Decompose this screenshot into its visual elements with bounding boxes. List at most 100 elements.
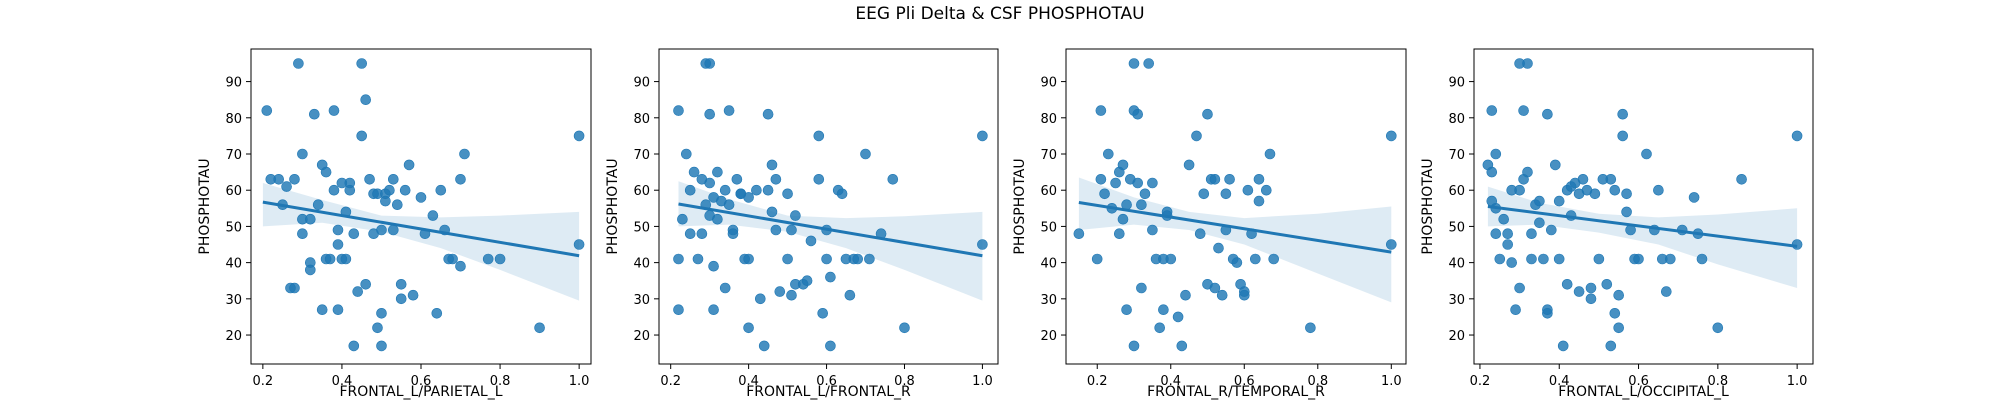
- x-tick-label: 0.2: [253, 374, 274, 389]
- x-axis-label: FRONTAL_L/PARIETAL_L: [339, 384, 502, 400]
- data-point: [696, 228, 708, 239]
- data-point: [1498, 213, 1509, 225]
- data-point: [308, 108, 320, 120]
- data-point: [573, 130, 585, 142]
- data-point: [1103, 148, 1114, 160]
- data-point: [1506, 257, 1517, 268]
- x-tick-label: 1.0: [972, 374, 993, 389]
- data-point: [1172, 311, 1184, 323]
- data-point: [1305, 322, 1316, 334]
- data-point: [1132, 177, 1143, 189]
- y-tick-label: 20: [1040, 329, 1057, 344]
- data-point: [825, 340, 836, 352]
- data-point: [860, 148, 871, 160]
- y-axis-label: PHOSPHOTAU: [1012, 158, 1028, 254]
- data-point: [770, 224, 782, 236]
- data-point: [297, 228, 308, 239]
- y-tick-label: 30: [225, 293, 242, 308]
- data-point: [1095, 174, 1107, 185]
- data-point: [1239, 286, 1250, 297]
- data-point: [1653, 184, 1664, 196]
- x-tick-label: 0.2: [660, 374, 681, 389]
- data-point: [1147, 177, 1158, 189]
- data-point: [1490, 148, 1502, 160]
- data-point: [751, 184, 762, 196]
- data-point: [790, 210, 801, 221]
- data-point: [719, 184, 731, 196]
- data-point: [887, 174, 899, 185]
- data-point: [684, 228, 696, 239]
- data-point: [852, 253, 864, 265]
- data-point: [813, 174, 825, 185]
- data-point: [817, 307, 829, 319]
- data-point: [573, 239, 585, 250]
- x-tick-label: 0.2: [1470, 374, 1491, 389]
- data-point: [1494, 253, 1506, 265]
- axes-frame: [1473, 48, 1814, 365]
- data-point: [1198, 188, 1210, 200]
- x-axis-label: FRONTAL_R/TEMPORAL_R: [1147, 384, 1325, 400]
- data-point: [332, 239, 344, 250]
- data-point: [376, 307, 387, 319]
- data-point: [344, 177, 356, 189]
- data-point: [977, 130, 988, 142]
- data-point: [1696, 253, 1708, 265]
- data-point: [297, 148, 308, 160]
- data-point: [1621, 188, 1632, 200]
- regression-line: [678, 202, 983, 258]
- data-point: [289, 282, 300, 294]
- data-point: [407, 289, 419, 301]
- x-tick-label: 0.8: [1707, 374, 1728, 389]
- y-tick-label: 70: [1448, 148, 1465, 163]
- y-tick-label: 30: [1448, 293, 1465, 308]
- x-tick-label: 0.6: [1234, 374, 1255, 389]
- data-point: [723, 199, 735, 210]
- data-point: [1609, 307, 1621, 319]
- data-point: [1158, 304, 1169, 316]
- x-tick-label: 0.6: [411, 374, 432, 389]
- data-point: [356, 58, 368, 69]
- data-point: [1557, 340, 1569, 352]
- data-point: [1553, 195, 1565, 207]
- data-point: [447, 253, 458, 265]
- data-point: [1209, 174, 1221, 185]
- data-point: [356, 130, 368, 142]
- data-point: [1522, 166, 1533, 178]
- data-point: [403, 159, 415, 171]
- data-point: [1593, 253, 1605, 265]
- data-point: [805, 235, 817, 247]
- data-point: [727, 228, 739, 239]
- data-point: [673, 105, 684, 116]
- data-point: [494, 253, 506, 265]
- data-point: [1114, 228, 1125, 239]
- data-point: [1502, 239, 1513, 250]
- data-point: [482, 253, 494, 265]
- y-tick-label: 60: [1448, 184, 1465, 199]
- x-axis-label: FRONTAL_L/FRONTAL_R: [746, 384, 911, 400]
- data-point: [1542, 108, 1553, 120]
- data-point: [1250, 253, 1261, 265]
- data-point: [455, 260, 466, 272]
- y-tick-label: 50: [633, 220, 650, 235]
- data-point: [864, 253, 875, 265]
- data-point: [1121, 304, 1132, 316]
- data-point: [712, 166, 723, 178]
- data-point: [1621, 206, 1632, 218]
- data-point: [1128, 340, 1140, 352]
- x-tick-label: 0.6: [1628, 374, 1649, 389]
- y-tick-label: 90: [1040, 76, 1057, 91]
- data-point: [312, 199, 324, 210]
- data-point: [1573, 286, 1585, 297]
- data-point: [1136, 282, 1147, 294]
- y-tick-label: 70: [633, 148, 650, 163]
- data-point: [743, 192, 754, 203]
- data-point: [1231, 257, 1243, 268]
- data-point: [899, 322, 910, 334]
- data-point: [1209, 282, 1221, 294]
- y-tick-label: 80: [1040, 112, 1057, 127]
- subplot-3: 0.2 0.4 0.6 0.8 1.0 20 30 40 50 60 70 80 90 FRONTAL_R…: [1012, 48, 1407, 400]
- data-point: [774, 286, 786, 297]
- data-point: [387, 224, 399, 236]
- data-point: [1641, 148, 1652, 160]
- data-point: [1518, 105, 1529, 116]
